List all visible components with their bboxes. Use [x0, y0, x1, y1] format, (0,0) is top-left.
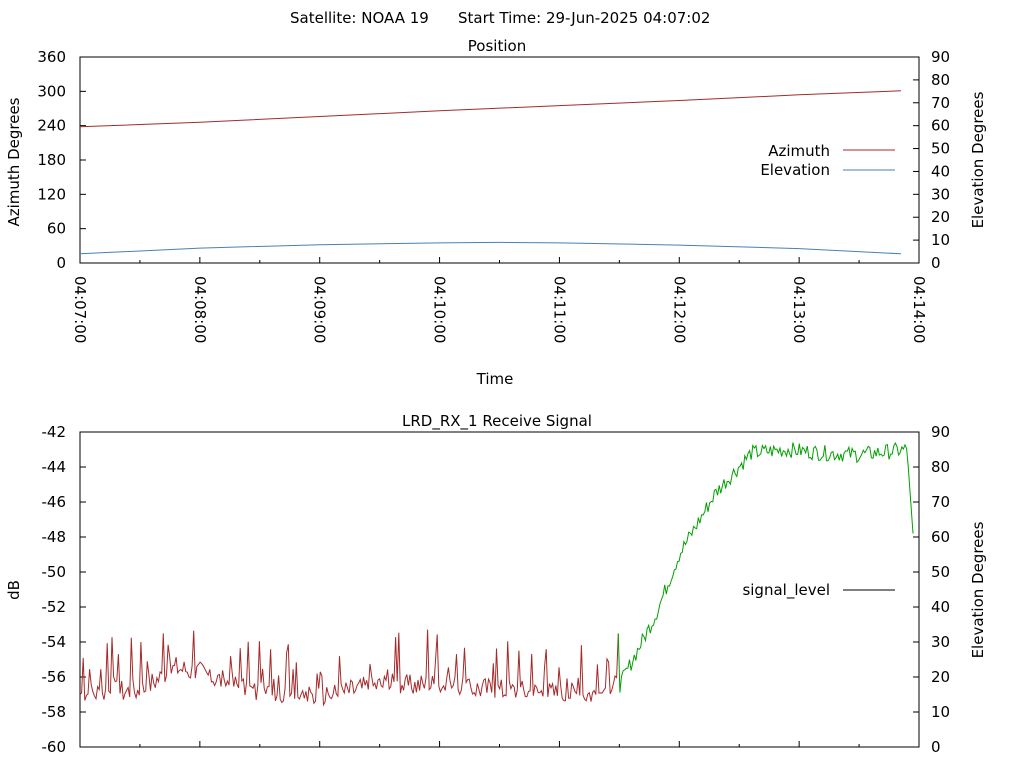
signal-y-tick-label: -56 — [42, 668, 67, 686]
signal-y2-tick-label: 70 — [931, 493, 950, 511]
start-time-label: Start Time: 29-Jun-2025 04:07:02 — [458, 9, 710, 27]
signal-y-ticks: -42 -44 -46 -48 -50 -52 -54 -56 -58 -60 — [42, 423, 86, 756]
signal-title: LRD_RX_1 Receive Signal — [402, 412, 592, 431]
signal-y2-tick-label: 0 — [931, 738, 941, 756]
signal-y-tick-label: -50 — [42, 563, 67, 581]
position-y-tick-label: 300 — [37, 82, 66, 100]
position-y-tick-label: 240 — [37, 117, 66, 135]
position-y-tick-label: 360 — [37, 48, 66, 66]
position-y-tick-label: 180 — [37, 151, 66, 169]
position-y2-axis-label: Elevation Degrees — [969, 91, 987, 228]
signal-y2-tick-label: 40 — [931, 598, 950, 616]
legend-signal-label: signal_level — [742, 581, 830, 600]
signal-y2-ticks: 0 10 20 30 40 50 60 70 80 90 — [913, 423, 950, 756]
signal-y-tick-label: -48 — [42, 528, 67, 546]
position-y2-tick-label: 10 — [931, 231, 950, 249]
position-series — [79, 90, 902, 255]
position-y2-tick-label: 40 — [931, 162, 950, 180]
signal-y-tick-label: -46 — [42, 493, 67, 511]
position-y-ticks: 0 60 120 180 240 300 360 — [37, 48, 86, 272]
position-x-tick-label: 04:07:00 — [71, 276, 89, 343]
position-y-tick-label: 60 — [47, 220, 66, 238]
position-x-tick-label: 04:12:00 — [670, 276, 688, 343]
position-y-tick-label: 120 — [37, 185, 66, 203]
position-plot-frame — [79, 56, 920, 264]
signal-y2-tick-label: 90 — [931, 423, 950, 441]
position-y2-tick-label: 90 — [931, 48, 950, 66]
position-y-tick-label: 0 — [56, 254, 66, 272]
position-x-ticks: 04:07:00 04:08:00 04:09:00 04:10:00 04:11:00… — [71, 257, 928, 343]
position-y2-tick-label: 80 — [931, 71, 950, 89]
signal-series — [79, 442, 914, 707]
signal-y-tick-label: -52 — [42, 598, 67, 616]
position-y2-tick-label: 70 — [931, 94, 950, 112]
position-y2-tick-label: 60 — [931, 117, 950, 135]
position-y-axis-label: Azimuth Degrees — [5, 97, 23, 226]
position-x-tick-label: 04:14:00 — [910, 276, 928, 343]
signal-y-tick-label: -58 — [42, 703, 67, 721]
signal-x-ticks — [79, 741, 920, 747]
signal-level-line-high — [617, 442, 914, 693]
position-x-tick-label: 04:08:00 — [191, 276, 209, 343]
signal-y-tick-label: -42 — [42, 423, 67, 441]
signal-y2-tick-label: 60 — [931, 528, 950, 546]
signal-y2-tick-label: 20 — [931, 668, 950, 686]
position-x-tick-label: 04:10:00 — [431, 276, 449, 343]
position-y2-ticks: 0 10 20 30 40 50 60 70 80 90 — [913, 48, 950, 272]
signal-level-line-low — [79, 629, 619, 707]
position-y2-tick-label: 30 — [931, 185, 950, 203]
signal-y2-tick-label: 50 — [931, 563, 950, 581]
position-x-tick-label: 04:13:00 — [790, 276, 808, 343]
position-x-tick-label: 04:09:00 — [311, 276, 329, 343]
signal-y-axis-label: dB — [5, 580, 23, 600]
signal-y-tick-label: -44 — [42, 458, 67, 476]
signal-y-tick-label: -54 — [42, 633, 67, 651]
azimuth-line — [79, 90, 902, 128]
signal-y2-axis-label: Elevation Degrees — [969, 521, 987, 658]
position-y2-tick-label: 20 — [931, 208, 950, 226]
signal-y2-tick-label: 10 — [931, 703, 950, 721]
position-x-axis-label: Time — [476, 370, 514, 388]
satellite-label: Satellite: NOAA 19 — [290, 9, 429, 27]
position-x-tick-label: 04:11:00 — [550, 276, 568, 343]
position-title: Position — [468, 37, 526, 55]
position-y2-tick-label: 0 — [931, 254, 941, 272]
legend-azimuth-label: Azimuth — [768, 142, 830, 160]
signal-y2-tick-label: 80 — [931, 458, 950, 476]
signal-y-tick-label: -60 — [42, 738, 67, 756]
legend-elevation-label: Elevation — [760, 161, 830, 179]
elevation-line — [79, 241, 902, 255]
position-y2-tick-label: 50 — [931, 140, 950, 158]
signal-y2-tick-label: 30 — [931, 633, 950, 651]
